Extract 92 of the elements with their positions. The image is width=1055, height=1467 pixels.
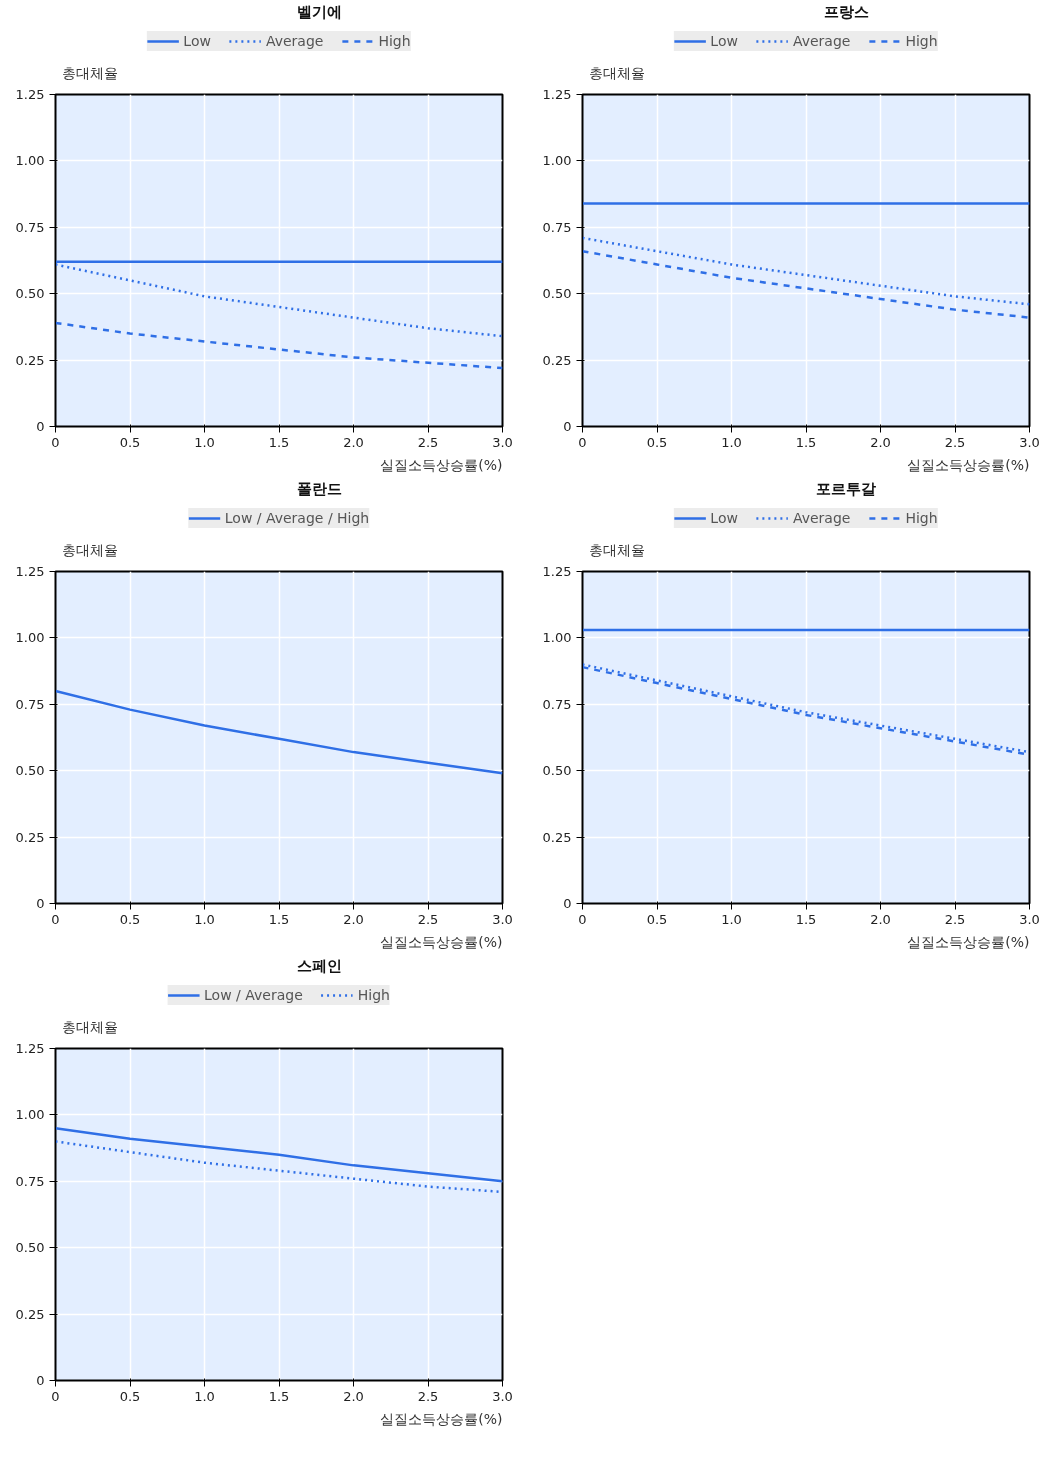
- x-tick-label: 0.5: [646, 434, 668, 450]
- y-tick-label: 0.50: [15, 1240, 45, 1256]
- legend-label: Low: [183, 33, 211, 49]
- chart-title: 프랑스: [823, 2, 869, 21]
- x-tick-label: 1.5: [795, 434, 817, 450]
- legend-label: High: [378, 33, 411, 49]
- x-tick-label: 2.5: [944, 911, 966, 927]
- y-tick-label: 0: [563, 419, 572, 434]
- x-tick-label: 0.5: [119, 434, 141, 450]
- x-axis-title: 실질소득상승률(%): [380, 933, 503, 950]
- y-tick-label: 0: [36, 419, 45, 434]
- x-axis-title: 실질소득상승률(%): [907, 456, 1030, 473]
- x-tick-label: 3.0: [492, 911, 513, 927]
- x-tick-label: 2.0: [343, 434, 364, 450]
- x-tick-label: 1.0: [721, 434, 742, 450]
- x-tick-label: 0: [51, 1388, 60, 1404]
- x-axis-title: 실질소득상승률(%): [907, 933, 1030, 950]
- x-tick-label: 1.5: [795, 911, 817, 927]
- chart-title: 포르투갈: [816, 479, 876, 498]
- y-tick-label: 0.50: [542, 286, 572, 302]
- y-tick-label: 0.75: [542, 696, 572, 712]
- legend-label: Average: [265, 33, 324, 49]
- y-axis-title: 총대체율: [61, 64, 118, 81]
- y-axis-title: 총대체율: [61, 541, 118, 558]
- y-tick-label: 1.00: [542, 153, 572, 169]
- legend-label: Low / Average / High: [224, 510, 370, 526]
- y-tick-label: 0: [563, 896, 572, 911]
- y-tick-label: 1.25: [15, 87, 45, 102]
- y-tick-label: 0.50: [15, 763, 45, 779]
- x-tick-label: 3.0: [492, 434, 513, 450]
- x-tick-label: 1.5: [268, 1388, 290, 1404]
- x-axis-title: 실질소득상승률(%): [380, 456, 503, 473]
- y-tick-label: 1.25: [15, 564, 45, 579]
- y-tick-label: 1.25: [542, 564, 572, 579]
- chart-title: 폴란드: [296, 479, 342, 498]
- y-axis-title: 총대체율: [588, 64, 645, 81]
- x-tick-label: 2.0: [870, 434, 891, 450]
- y-tick-label: 1.00: [15, 630, 45, 646]
- x-tick-label: 1.0: [194, 911, 215, 927]
- y-tick-label: 0.50: [542, 763, 572, 779]
- y-tick-label: 0: [36, 1373, 45, 1388]
- legend-label: High: [905, 33, 938, 49]
- x-tick-label: 2.0: [343, 911, 364, 927]
- x-tick-label: 0.5: [646, 911, 668, 927]
- y-tick-label: 0.50: [15, 286, 45, 302]
- y-tick-label: 1.00: [542, 630, 572, 646]
- x-axis-title: 실질소득상승률(%): [380, 1410, 503, 1427]
- x-tick-label: 1.5: [268, 911, 290, 927]
- y-tick-label: 1.25: [15, 1041, 45, 1056]
- y-tick-label: 0.75: [542, 219, 572, 235]
- legend-label: Low / Average: [204, 987, 303, 1003]
- legend-label: Average: [792, 33, 851, 49]
- y-tick-label: 0: [36, 896, 45, 911]
- chart-title: 벨기에: [296, 2, 342, 21]
- y-tick-label: 0.25: [542, 829, 572, 845]
- x-tick-label: 2.5: [417, 1388, 439, 1404]
- y-tick-label: 0.75: [15, 1173, 45, 1189]
- x-tick-label: 3.0: [1019, 434, 1040, 450]
- x-tick-label: 3.0: [492, 1388, 513, 1404]
- x-tick-label: 1.0: [194, 1388, 215, 1404]
- y-axis-title: 총대체율: [61, 1018, 118, 1035]
- x-tick-label: 2.0: [870, 911, 891, 927]
- x-tick-label: 1.5: [268, 434, 290, 450]
- y-tick-label: 0.25: [15, 352, 45, 368]
- x-tick-label: 1.0: [721, 911, 742, 927]
- legend-label: High: [357, 987, 390, 1003]
- x-tick-label: 2.5: [417, 911, 439, 927]
- y-axis-title: 총대체율: [588, 541, 645, 558]
- x-tick-label: 2.5: [944, 434, 966, 450]
- y-tick-label: 0.25: [542, 352, 572, 368]
- x-tick-label: 2.5: [417, 434, 439, 450]
- y-tick-label: 0.25: [15, 1306, 45, 1322]
- y-tick-label: 0.25: [15, 829, 45, 845]
- y-tick-label: 1.00: [15, 1107, 45, 1123]
- legend-label: Low: [710, 510, 738, 526]
- x-tick-label: 3.0: [1019, 911, 1040, 927]
- legend-label: Average: [792, 510, 851, 526]
- y-tick-label: 0.75: [15, 696, 45, 712]
- x-tick-label: 0: [578, 911, 587, 927]
- chart-title: 스페인: [296, 956, 342, 975]
- x-tick-label: 2.0: [343, 1388, 364, 1404]
- legend-label: High: [905, 510, 938, 526]
- x-tick-label: 1.0: [194, 434, 215, 450]
- y-tick-label: 0.75: [15, 219, 45, 235]
- legend-label: Low: [710, 33, 738, 49]
- x-tick-label: 0: [578, 434, 587, 450]
- y-tick-label: 1.00: [15, 153, 45, 169]
- x-tick-label: 0.5: [119, 1388, 141, 1404]
- y-tick-label: 1.25: [542, 87, 572, 102]
- x-tick-label: 0: [51, 911, 60, 927]
- x-tick-label: 0: [51, 434, 60, 450]
- x-tick-label: 0.5: [119, 911, 141, 927]
